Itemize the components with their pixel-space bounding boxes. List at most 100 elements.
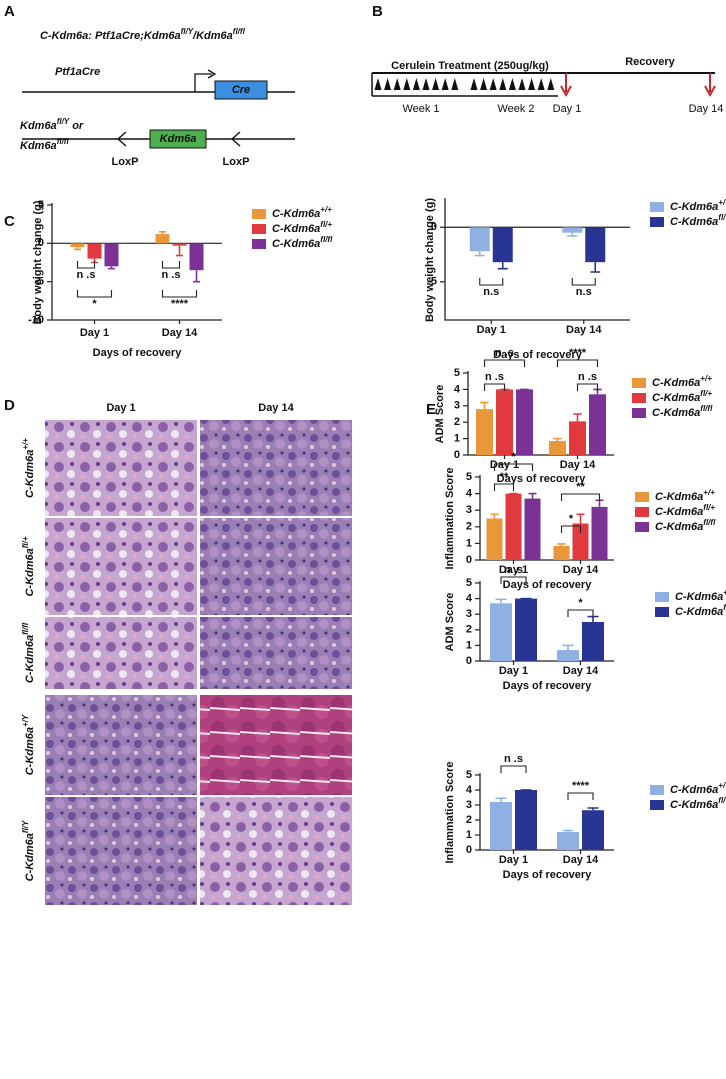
bar	[549, 441, 566, 455]
x-axis-label: Days of recovery	[93, 347, 183, 359]
significance-label: **	[576, 481, 585, 493]
injection-arrow	[528, 78, 536, 90]
y-tick-label: 2	[466, 814, 472, 826]
row-label: C-Kdm6afl/+	[21, 536, 36, 596]
loxp-label: LoxP	[223, 156, 250, 168]
injection-arrow	[508, 78, 516, 90]
significance-label: n.s	[576, 286, 592, 298]
construct-title-part: fl/Y	[181, 27, 194, 36]
legend-label: C-Kdm6a+/+	[655, 488, 715, 503]
significance-bracket	[493, 483, 515, 491]
legend-swatch	[632, 393, 646, 403]
error-bar	[74, 247, 81, 251]
y-tick-label: 5	[466, 577, 472, 589]
allele-label: Kdm6afl/Y or	[20, 117, 84, 132]
x-tick-label: Day 1	[80, 327, 109, 339]
y-tick-label: -10	[28, 314, 44, 326]
x-tick-label: Day 1	[477, 324, 506, 336]
x-tick-label: Day 14	[560, 459, 596, 471]
histology-image	[45, 797, 197, 905]
y-axis-label: ADM Score	[444, 593, 456, 652]
bar	[155, 234, 170, 244]
significance-label: n.s	[483, 286, 499, 298]
error-bar	[573, 413, 582, 422]
x-axis-label: Days of recovery	[493, 349, 583, 361]
y-tick-label: 0	[431, 221, 437, 233]
panel-label: D	[4, 397, 15, 414]
significance-bracket	[571, 278, 596, 286]
histology-image	[200, 797, 352, 905]
recovery-label: Recovery	[625, 56, 675, 68]
day-label: Day 14	[689, 103, 724, 115]
histology-image	[200, 695, 352, 795]
y-tick-label: 3	[466, 608, 472, 620]
histology-image	[45, 617, 197, 689]
x-tick-label: Day 1	[499, 564, 528, 576]
error-bar	[562, 829, 574, 832]
legend-swatch	[252, 224, 266, 234]
y-tick-label: 4	[454, 383, 461, 395]
bar	[562, 227, 583, 233]
x-tick-label: Day 1	[499, 665, 528, 677]
panel-label: B	[372, 3, 383, 20]
x-tick-label: Day 14	[563, 665, 599, 677]
row-label-part: C-Kdm6a	[24, 833, 36, 881]
x-axis-label: Days of recovery	[503, 869, 593, 881]
y-tick-label: 1	[466, 537, 472, 549]
legend-swatch	[650, 202, 664, 212]
bar	[486, 518, 503, 560]
legend-swatch	[650, 785, 664, 795]
significance-bracket	[479, 278, 504, 286]
error-bar	[587, 615, 599, 622]
error-bar	[576, 513, 585, 524]
x-tick-label: Day 14	[162, 327, 198, 339]
error-bar	[474, 251, 485, 257]
error-bar	[159, 231, 166, 235]
y-tick-label: 3	[466, 504, 472, 516]
injection-arrow	[412, 78, 420, 90]
significance-bracket	[493, 463, 534, 471]
significance-bracket	[76, 261, 96, 269]
histology-image	[200, 420, 352, 516]
error-bar	[595, 499, 604, 507]
significance-label: *	[569, 513, 574, 525]
significance-bracket	[560, 493, 601, 501]
construct-title-part: fl/fl	[233, 27, 246, 36]
injection-arrow	[374, 78, 382, 90]
significance-label: n .s	[504, 564, 523, 576]
row-label: C-Kdm6afl/fl	[21, 622, 36, 683]
gene-label: Kdm6a	[160, 133, 197, 145]
error-bar	[176, 245, 183, 257]
legend-swatch	[655, 607, 669, 617]
injection-arrow	[422, 78, 430, 90]
y-axis-label: ADM Score	[434, 385, 446, 444]
legend-label: C-Kdm6afl/Y	[670, 796, 726, 811]
legend-label: C-Kdm6afl/Y	[670, 213, 726, 228]
bar	[524, 498, 541, 560]
significance-bracket	[500, 765, 527, 773]
x-tick-label: Day 1	[499, 854, 528, 866]
x-axis-label: Days of recovery	[503, 579, 593, 591]
histology-image	[200, 617, 352, 689]
treatment-label: Cerulein Treatment (250ug/kg)	[391, 60, 549, 72]
y-axis-label: Body weight change (g)	[424, 198, 436, 322]
column-label: Day 1	[106, 402, 135, 414]
bar	[505, 493, 522, 560]
significance-label: n .s	[162, 269, 181, 281]
significance-label: *	[578, 597, 583, 609]
allele-label-part: Kdm6a	[20, 120, 57, 132]
y-tick-label: 2	[454, 416, 460, 428]
significance-bracket	[161, 261, 181, 269]
cre-label: Cre	[232, 84, 250, 96]
significance-bracket	[560, 525, 582, 533]
y-tick-label: 1	[454, 433, 460, 445]
significance-bracket	[500, 576, 527, 584]
error-bar	[495, 598, 507, 604]
injection-arrow	[384, 78, 392, 90]
bar	[476, 409, 493, 455]
injection-arrow	[499, 78, 507, 90]
legend-label: C-Kdm6a+/Y	[675, 588, 726, 603]
bar	[492, 227, 513, 263]
loxp-label: LoxP	[112, 156, 139, 168]
error-bar	[562, 644, 574, 651]
